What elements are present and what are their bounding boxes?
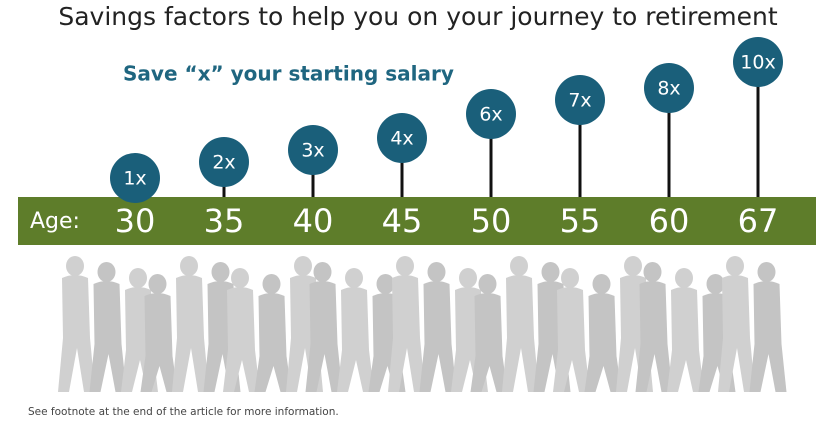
person-head [561, 268, 579, 288]
factor-label: 1x [123, 168, 146, 190]
factor-circle [199, 137, 249, 187]
age-value: 40 [293, 202, 334, 240]
person-head [592, 274, 611, 294]
person-head [624, 256, 642, 276]
person-head [97, 262, 116, 282]
person-body [388, 275, 425, 392]
person-body [718, 275, 755, 392]
person-head [294, 256, 312, 276]
person-body [749, 281, 787, 392]
person-head [757, 262, 776, 282]
person-body [58, 275, 95, 392]
person-body [254, 293, 292, 392]
person-head [211, 262, 230, 282]
factor-label: 10x [740, 52, 775, 74]
factor-circle [377, 113, 427, 163]
factor-circle [555, 75, 605, 125]
title: Savings factors to help you on your jour… [58, 2, 777, 31]
person-head [427, 262, 446, 282]
person-body [667, 287, 704, 392]
person-head [66, 256, 84, 276]
person-head [376, 274, 395, 294]
person-head [706, 274, 725, 294]
subtitle: Save “x” your starting salary [123, 62, 454, 86]
person-body [502, 275, 539, 392]
age-value: 35 [204, 202, 245, 240]
person-head [313, 262, 332, 282]
age-value: 67 [738, 202, 779, 240]
age-value: 55 [560, 202, 601, 240]
factor-circle [466, 89, 516, 139]
milestones: 1x 30 2x 35 3x 40 4x 45 6x 50 7x 55 8x 60 10x 67 [110, 37, 783, 240]
person-body [305, 281, 343, 392]
factor-label: 4x [390, 128, 413, 150]
factor-circle [110, 153, 160, 203]
footnote: See footnote at the end of the article f… [28, 406, 339, 418]
person-body [337, 287, 374, 392]
crowd-silhouette [58, 256, 787, 392]
person-head [396, 256, 414, 276]
person-body [172, 275, 209, 392]
person-body [419, 281, 457, 392]
person-body [553, 287, 590, 392]
person-body [89, 281, 127, 392]
person-head [510, 256, 528, 276]
person-head [180, 256, 198, 276]
person-body [470, 293, 508, 392]
factor-label: 2x [212, 152, 235, 174]
person-head [262, 274, 281, 294]
person-head [726, 256, 744, 276]
age-band [18, 197, 816, 245]
person-head [459, 268, 477, 288]
age-value: 50 [471, 202, 512, 240]
person-head [345, 268, 363, 288]
age-value: 45 [382, 202, 423, 240]
person-body [635, 281, 673, 392]
person-head [478, 274, 497, 294]
age-label: Age: [30, 209, 80, 234]
age-value: 30 [115, 202, 156, 240]
factor-label: 3x [301, 140, 324, 162]
person-head [643, 262, 662, 282]
person-head [231, 268, 249, 288]
factor-label: 7x [568, 90, 591, 112]
person-body [140, 293, 178, 392]
factor-circle [288, 125, 338, 175]
person-head [148, 274, 167, 294]
age-value: 60 [649, 202, 690, 240]
person-body [223, 287, 260, 392]
person-head [675, 268, 693, 288]
factor-circle [733, 37, 783, 87]
person-head [129, 268, 147, 288]
factor-circle [644, 63, 694, 113]
person-head [541, 262, 560, 282]
factor-label: 6x [479, 104, 502, 126]
factor-label: 8x [657, 78, 680, 100]
person-body [584, 293, 622, 392]
